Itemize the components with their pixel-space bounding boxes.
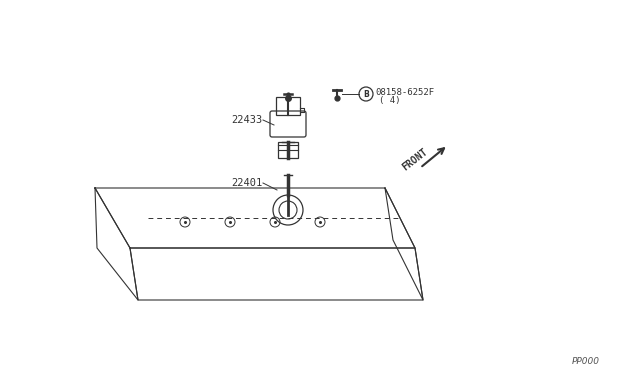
- Text: B: B: [363, 90, 369, 99]
- Text: ( 4): ( 4): [379, 96, 401, 105]
- Bar: [278, 142, 298, 158]
- Text: FRONT: FRONT: [401, 147, 429, 173]
- Text: PP000: PP000: [572, 357, 600, 366]
- Text: 08158-6252F: 08158-6252F: [375, 87, 434, 96]
- Text: 22433: 22433: [231, 115, 262, 125]
- Bar: [276, 97, 300, 115]
- FancyArrowPatch shape: [422, 148, 444, 166]
- Text: 22401: 22401: [231, 178, 262, 188]
